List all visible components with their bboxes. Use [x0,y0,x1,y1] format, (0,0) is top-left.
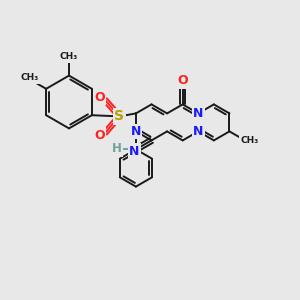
Text: O: O [177,74,188,88]
Text: N: N [129,145,140,158]
Text: N: N [193,125,203,138]
Text: O: O [94,91,105,104]
Text: CH₃: CH₃ [20,74,38,82]
Text: S: S [114,110,124,123]
Text: H: H [112,142,122,155]
Text: O: O [94,129,105,142]
Text: N: N [193,107,203,120]
Text: N: N [131,125,141,138]
Text: CH₃: CH₃ [60,52,78,62]
Text: CH₃: CH₃ [240,136,259,145]
